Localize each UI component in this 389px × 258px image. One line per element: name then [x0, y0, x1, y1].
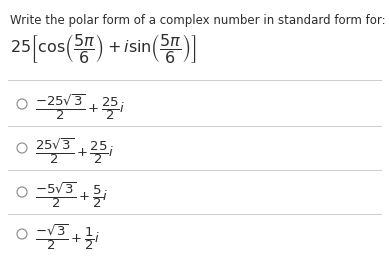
- Text: $\dfrac{25\sqrt{3}}{2} + \dfrac{25}{2}i$: $\dfrac{25\sqrt{3}}{2} + \dfrac{25}{2}i$: [35, 136, 114, 166]
- Text: $\dfrac{-5\sqrt{3}}{2} + \dfrac{5}{2}i$: $\dfrac{-5\sqrt{3}}{2} + \dfrac{5}{2}i$: [35, 180, 108, 210]
- Text: $\dfrac{-\sqrt{3}}{2} + \dfrac{1}{2}i$: $\dfrac{-\sqrt{3}}{2} + \dfrac{1}{2}i$: [35, 222, 100, 252]
- Text: Write the polar form of a complex number in standard form for:: Write the polar form of a complex number…: [10, 14, 385, 27]
- Text: $\dfrac{-25\sqrt{3}}{2} + \dfrac{25}{2}i$: $\dfrac{-25\sqrt{3}}{2} + \dfrac{25}{2}i…: [35, 92, 125, 122]
- Text: $25\left[\cos\!\left(\dfrac{5\pi}{6}\right) + i\sin\!\left(\dfrac{5\pi}{6}\right: $25\left[\cos\!\left(\dfrac{5\pi}{6}\rig…: [10, 32, 197, 65]
